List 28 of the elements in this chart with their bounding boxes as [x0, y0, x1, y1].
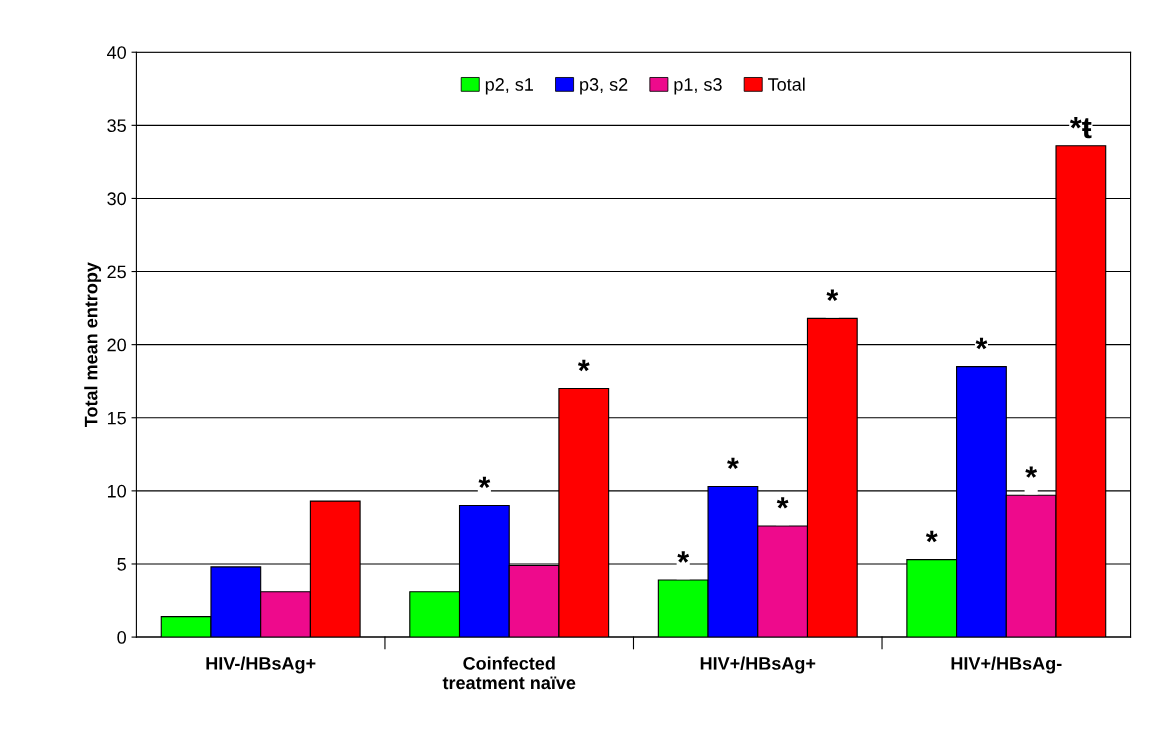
data-label: *ŧ [1069, 117, 1092, 139]
data-label: * [1025, 466, 1038, 478]
y-tick-label: 35 [107, 119, 126, 133]
data-label: * [925, 530, 938, 543]
y-tick-label: 40 [107, 46, 126, 59]
data-label: * [727, 457, 739, 470]
y-tick-label: 15 [107, 411, 126, 425]
x-tick-label: HIV+/HBsAg+ [700, 656, 816, 674]
y-tick-label: 25 [107, 265, 126, 279]
legend-label: p3, s2 [580, 78, 628, 95]
legend-label: p2, s1 [485, 78, 533, 95]
y-tick-label: 30 [107, 192, 126, 206]
data-label: * [776, 497, 789, 509]
data-label: * [478, 476, 491, 489]
legend-label: p1, s3 [674, 78, 722, 95]
data-label: * [577, 359, 590, 372]
y-tick-label: 0 [117, 631, 126, 644]
y-tick-label: 5 [117, 558, 126, 571]
data-label: * [677, 551, 690, 563]
x-tick-label: HIV+/HBsAg- [951, 656, 1062, 674]
y-tick-label: 10 [107, 484, 126, 498]
y-tick-label: 20 [107, 338, 126, 352]
x-tick-label: Coinfected treatment naïve [442, 656, 576, 690]
data-label: * [826, 289, 839, 301]
y-axis-title: Total mean entropy [84, 262, 102, 428]
x-tick-label: HIV-/HBsAg+ [206, 656, 316, 674]
legend-label: Total [768, 77, 805, 91]
data-label: * [975, 337, 988, 350]
